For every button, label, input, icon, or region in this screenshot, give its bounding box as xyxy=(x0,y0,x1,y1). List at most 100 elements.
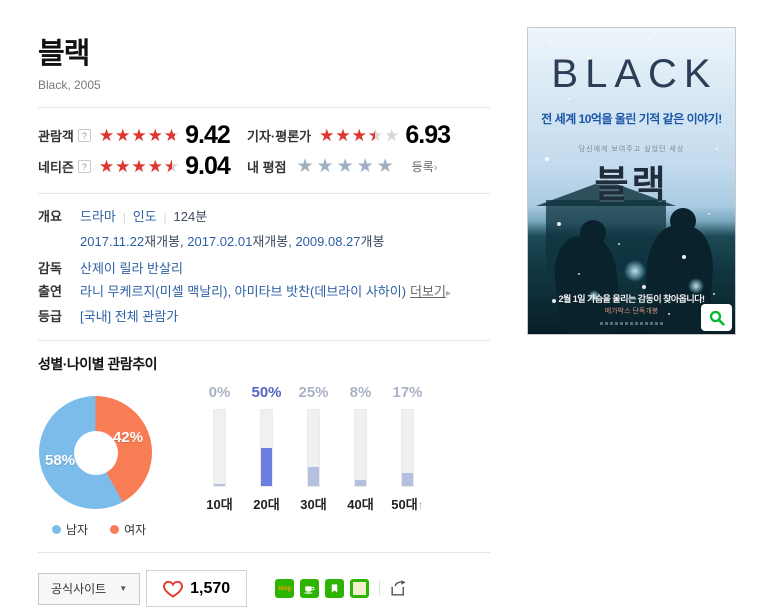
poster-credits-line xyxy=(600,322,663,325)
rating-row: 네티즌 ? ★★★★★ ★★★★★ 9.04 내 평점 ★★★★★ ★★★★★ … xyxy=(38,151,490,182)
cast-links[interactable]: 라니 무케르지(미셀 맥날리), 아미타브 밧찬(데브라이 사하이) xyxy=(80,284,407,299)
official-site-button[interactable]: 공식사이트 ▼ xyxy=(38,572,141,605)
bar-track xyxy=(307,409,320,487)
sns-share-group: blog xyxy=(275,579,408,598)
male-dot xyxy=(52,525,61,534)
bar-value-label: 8% xyxy=(349,384,372,401)
my-rating: 내 평점 ★★★★★ ★★★★★ 등록› xyxy=(247,157,437,176)
divider xyxy=(38,552,490,553)
naver-cafe-icon[interactable] xyxy=(300,579,320,598)
bar-category-label: 30대 xyxy=(300,497,327,512)
heart-icon xyxy=(163,580,184,598)
movie-subtitle: Black, 2005 xyxy=(38,78,101,92)
grade-link[interactable]: [국내] 전체 관람가 xyxy=(80,309,179,324)
bar-value-label: 17% xyxy=(392,384,423,401)
bar-fill xyxy=(261,448,272,486)
bar-fill xyxy=(308,467,319,486)
poster-distributor: 메가박스 단독개봉 xyxy=(604,308,659,315)
release-date-link[interactable]: 2017.02.01 xyxy=(187,234,253,249)
netizen-rating: 네티즌 ? ★★★★★ ★★★★★ 9.04 xyxy=(38,152,247,181)
legend-female: 여자 xyxy=(110,521,146,538)
age-bar: 50% 20대 xyxy=(243,384,290,538)
movie-info-column: 블랙 Black, 2005 관람객 ? ★★★★★ ★★★★★ 9.42 기자… xyxy=(38,0,490,607)
release-date-link[interactable]: 2017.11.22 xyxy=(80,234,145,249)
gender-chart: 58% 42% 남자 여자 xyxy=(38,396,188,538)
divider xyxy=(38,193,490,194)
director-label: 감독 xyxy=(38,261,62,276)
share-icon[interactable] xyxy=(389,579,408,598)
chevron-right-icon: › xyxy=(433,162,438,174)
bar-category-label: 10대 xyxy=(206,497,233,512)
bar-track xyxy=(260,409,273,487)
audience-rating: 관람객 ? ★★★★★ ★★★★★ 9.42 xyxy=(38,121,247,150)
naver-keep-icon[interactable] xyxy=(325,579,345,598)
critic-rating: 기자·평론가 ★★★★★ ★★★★★ 6.93 xyxy=(247,121,451,150)
demographics-section: 성별·나이별 관람추이 58% 42% 남자 여자 0% 10대 50% 20대 25%… xyxy=(38,341,490,538)
poster-small-copy: 당신에게 보여주고 싶었던 세상 xyxy=(578,146,685,153)
bar-track xyxy=(213,409,226,487)
naver-blog-icon[interactable]: blog xyxy=(275,579,295,598)
age-bar: 0% 10대 xyxy=(196,384,243,538)
bar-fill xyxy=(355,479,366,486)
critic-stars: ★★★★★ ★★★★★ xyxy=(319,126,401,145)
snow-overlay xyxy=(528,28,530,30)
naver-band-icon[interactable] xyxy=(350,579,370,598)
netizen-label: 네티즌 xyxy=(38,160,74,175)
audience-stars: ★★★★★ ★★★★★ xyxy=(98,126,181,145)
poster-release-copy: 2월 1일 가슴을 울리는 감동이 찾아옵니다! xyxy=(558,294,706,304)
age-bar: 25% 30대 xyxy=(290,384,337,538)
female-percent-label: 42% xyxy=(112,429,143,446)
bar-fill xyxy=(402,473,413,486)
like-count: 1,570 xyxy=(190,579,231,597)
cast-row: 출연 라니 무케르지(미셀 맥날리), 아미타브 밧찬(데브라이 사하이) 더보기… xyxy=(38,280,490,305)
audience-label: 관람객 xyxy=(38,129,74,144)
country-link[interactable]: 인도 xyxy=(132,209,157,224)
like-button[interactable]: 1,570 xyxy=(146,570,248,607)
audience-score: 9.42 xyxy=(185,121,231,149)
critic-label: 기자·평론가 xyxy=(247,129,312,144)
legend-male: 남자 xyxy=(52,521,88,538)
cast-label: 출연 xyxy=(38,284,62,299)
register-rating-link[interactable]: 등록› xyxy=(411,160,438,174)
movie-poster[interactable]: BLACK 전 세계 10억을 울린 기적 같은 이야기! 당신에게 보여주고 … xyxy=(527,27,736,335)
bar-track xyxy=(354,409,367,487)
director-link[interactable]: 산제이 릴라 반살리 xyxy=(80,261,183,276)
poster-zoom-button[interactable] xyxy=(701,304,732,331)
action-bar: 공식사이트 ▼ 1,570 blog xyxy=(38,570,490,607)
my-rating-label: 내 평점 xyxy=(247,160,287,175)
male-percent-label: 58% xyxy=(45,452,76,469)
magnifier-icon xyxy=(709,310,725,326)
female-dot xyxy=(110,525,120,534)
more-arrow-icon: ▸ xyxy=(445,288,451,299)
netizen-score: 9.04 xyxy=(185,152,231,180)
movie-info-table: 개요 드라마 | 인도 | 124분 2017.11.22재개봉, 2017.02.01… xyxy=(38,194,490,340)
divider xyxy=(379,581,381,596)
director-row: 감독 산제이 릴라 반살리 xyxy=(38,257,490,280)
divider xyxy=(38,107,490,108)
demographics-title: 성별·나이별 관람추이 xyxy=(38,356,157,372)
poster-tagline: 전 세계 10억을 울린 기적 같은 이야기! xyxy=(541,112,722,126)
help-icon[interactable]: ? xyxy=(77,129,91,142)
donut-hole xyxy=(73,430,118,475)
bar-category-label: 50대↑ xyxy=(391,497,424,512)
rating-row: 관람객 ? ★★★★★ ★★★★★ 9.42 기자·평론가 ★★★★★ ★★★★… xyxy=(38,120,490,151)
bar-value-label: 50% xyxy=(251,384,282,401)
critic-score: 6.93 xyxy=(405,121,451,149)
genre-link[interactable]: 드라마 xyxy=(80,209,116,224)
my-rating-stars[interactable]: ★★★★★ ★★★★★ xyxy=(296,156,397,177)
caret-down-icon: ▼ xyxy=(119,584,128,593)
cast-more-link[interactable]: 더보기 xyxy=(410,284,446,299)
bar-value-label: 0% xyxy=(208,384,231,401)
age-bar: 17% 50대↑ xyxy=(384,384,431,538)
age-bar: 8% 40대 xyxy=(337,384,384,538)
release-date-link[interactable]: 2009.08.27 xyxy=(295,234,361,249)
gender-legend: 남자 여자 xyxy=(52,521,188,538)
bar-category-label: 20대 xyxy=(253,497,280,512)
divider xyxy=(38,340,490,341)
ratings-panel: 관람객 ? ★★★★★ ★★★★★ 9.42 기자·평론가 ★★★★★ ★★★★… xyxy=(38,108,490,193)
help-icon[interactable]: ? xyxy=(77,160,91,173)
bar-track xyxy=(401,409,414,487)
bar-category-label: 40대 xyxy=(347,497,374,512)
release-row: 2017.11.22재개봉, 2017.02.01재개봉, 2009.08.27… xyxy=(80,234,385,249)
poster-title-kr: 블랙 xyxy=(594,164,669,205)
